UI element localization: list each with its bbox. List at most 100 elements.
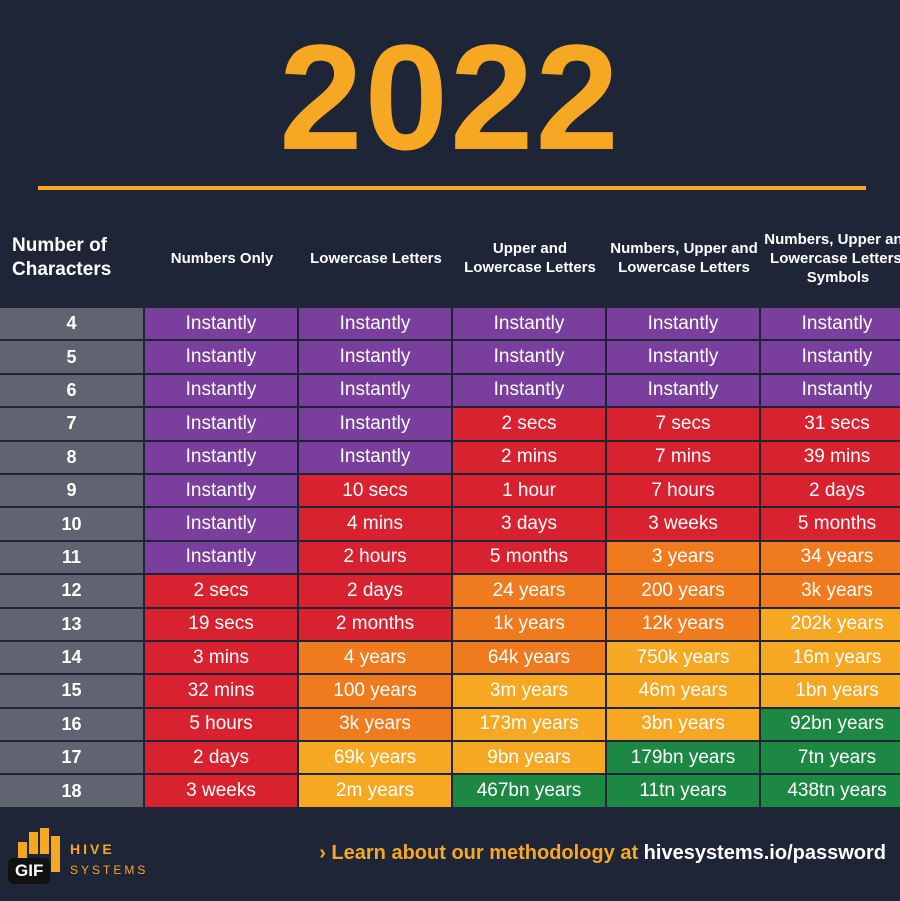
time-cell: 2 months <box>299 608 451 640</box>
row-label: 8 <box>0 441 143 473</box>
time-cell: Instantly <box>761 308 900 340</box>
methodology-link[interactable]: › Learn about our methodology at hivesys… <box>319 842 886 865</box>
header-column: Numbers, Upper and Lowercase Letters <box>610 240 758 276</box>
time-cell: 4 years <box>299 641 451 674</box>
time-cell: Instantly <box>607 374 759 407</box>
header-column: Numbers Only <box>170 249 274 267</box>
row-label: 6 <box>0 374 143 407</box>
row-label: 7 <box>0 408 143 440</box>
time-cell: 24 years <box>453 575 605 607</box>
time-cell: Instantly <box>299 408 451 440</box>
row-label: 18 <box>0 775 143 807</box>
time-cell: Instantly <box>145 541 297 574</box>
time-cell: Instantly <box>145 508 297 540</box>
time-cell: 7 secs <box>607 408 759 440</box>
time-cell: Instantly <box>145 374 297 407</box>
time-cell: Instantly <box>607 341 759 373</box>
time-cell: 7 mins <box>607 441 759 473</box>
time-cell: 2 days <box>761 474 900 507</box>
time-cell: 5 months <box>453 541 605 574</box>
table-row: 17 2 days 69k years 9bn years 179bn years 7tn… <box>0 742 900 775</box>
time-cell: 467bn years <box>453 775 605 807</box>
time-cell: Instantly <box>145 408 297 440</box>
time-cell: 19 secs <box>145 608 297 640</box>
time-cell: 438tn years <box>761 775 900 807</box>
time-cell: Instantly <box>299 308 451 340</box>
time-cell: 4 mins <box>299 508 451 540</box>
svg-text:SYSTEMS: SYSTEMS <box>70 863 148 877</box>
learn-text: › Learn about our methodology at <box>319 842 639 864</box>
time-cell: 2 days <box>145 742 297 774</box>
time-cell: Instantly <box>453 341 605 373</box>
time-cell: 179bn years <box>607 742 759 774</box>
time-cell: Instantly <box>761 374 900 407</box>
time-cell: 750k years <box>607 641 759 674</box>
time-cell: Instantly <box>607 308 759 340</box>
table-row: 13 19 secs 2 months 1k years 12k years 202k y… <box>0 608 900 642</box>
row-label: 4 <box>0 308 143 340</box>
time-cell: 3 weeks <box>145 775 297 807</box>
time-cell: Instantly <box>453 374 605 407</box>
table-row: 8 Instantly Instantly 2 mins 7 mins 39 mins <box>0 441 900 475</box>
time-cell: 92bn years <box>761 708 900 741</box>
row-label: 10 <box>0 508 143 540</box>
table-header: Number of Characters Numbers Only Lowercas… <box>0 214 900 302</box>
time-cell: 2 hours <box>299 541 451 574</box>
time-cell: 16m years <box>761 641 900 674</box>
time-cell: 200 years <box>607 575 759 607</box>
time-cell: 69k years <box>299 742 451 774</box>
time-cell: 32 mins <box>145 675 297 707</box>
time-cell: 2 secs <box>453 408 605 440</box>
time-cell: Instantly <box>145 341 297 373</box>
time-cell: 3m years <box>453 675 605 707</box>
table-row: 10 Instantly 4 mins 3 days 3 weeks 5 months <box>0 508 900 541</box>
url-text[interactable]: hivesystems.io/password <box>643 842 886 864</box>
row-label: 9 <box>0 474 143 507</box>
time-cell: Instantly <box>299 441 451 473</box>
header-characters: Number of Characters <box>12 235 112 280</box>
time-cell: 202k years <box>761 608 900 640</box>
row-label: 5 <box>0 341 143 373</box>
time-cell: 1k years <box>453 608 605 640</box>
time-cell: 2 secs <box>145 575 297 607</box>
header-column: Upper and Lowercase Letters <box>464 240 596 276</box>
time-cell: 64k years <box>453 641 605 674</box>
table-row: 16 5 hours 3k years 173m years 3bn years 92bn… <box>0 708 900 742</box>
time-cell: 1bn years <box>761 675 900 707</box>
time-cell: Instantly <box>453 308 605 340</box>
row-label: 13 <box>0 608 143 640</box>
time-cell: 2m years <box>299 775 451 807</box>
time-cell: 2 days <box>299 575 451 607</box>
header-column: Lowercase Letters <box>310 249 442 267</box>
header-column: Numbers, Upper and Lowercase Letters, Sy… <box>764 230 900 286</box>
row-label: 12 <box>0 575 143 607</box>
table-row: 11 Instantly 2 hours 5 months 3 years 34 year… <box>0 541 900 575</box>
page-title: 2022 <box>279 13 621 181</box>
time-cell: 3 years <box>607 541 759 574</box>
time-cell: 5 hours <box>145 708 297 741</box>
time-cell: 3 mins <box>145 641 297 674</box>
row-label: 17 <box>0 742 143 774</box>
password-table: 4 Instantly Instantly Instantly Instantly Ins… <box>0 308 900 809</box>
divider <box>38 186 866 190</box>
time-cell: 3 days <box>453 508 605 540</box>
time-cell: 100 years <box>299 675 451 707</box>
time-cell: 3bn years <box>607 708 759 741</box>
time-cell: Instantly <box>299 341 451 373</box>
time-cell: 5 months <box>761 508 900 540</box>
row-label: 16 <box>0 708 143 741</box>
time-cell: 2 mins <box>453 441 605 473</box>
time-cell: 7tn years <box>761 742 900 774</box>
row-label: 11 <box>0 541 143 574</box>
time-cell: Instantly <box>761 341 900 373</box>
svg-text:HIVE: HIVE <box>70 841 115 857</box>
table-row: 18 3 weeks 2m years 467bn years 11tn years 43… <box>0 775 900 808</box>
row-label: 15 <box>0 675 143 707</box>
table-row: 5 Instantly Instantly Instantly Instantly Ins… <box>0 341 900 374</box>
time-cell: 12k years <box>607 608 759 640</box>
time-cell: 1 hour <box>453 474 605 507</box>
time-cell: 31 secs <box>761 408 900 440</box>
time-cell: Instantly <box>145 441 297 473</box>
time-cell: 34 years <box>761 541 900 574</box>
time-cell: Instantly <box>145 474 297 507</box>
